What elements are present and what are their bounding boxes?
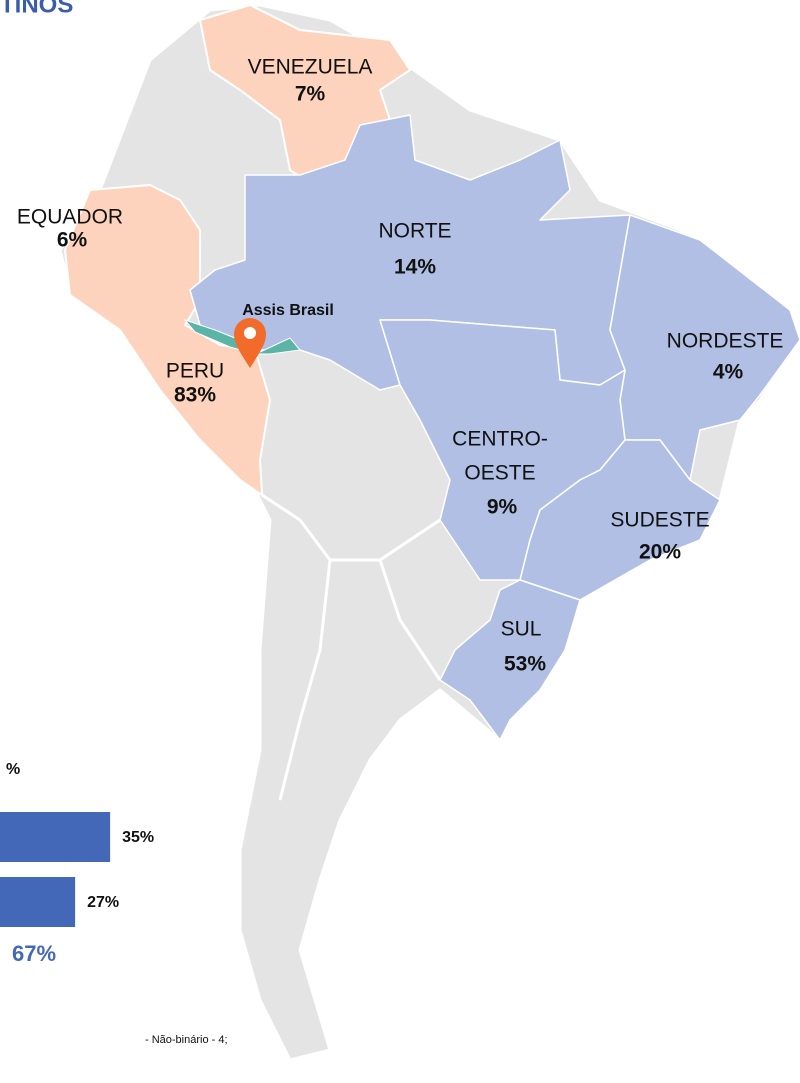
region-value: 7% xyxy=(295,83,326,106)
panel-heading: % xyxy=(6,761,20,778)
region-name: OESTE xyxy=(464,462,535,485)
footnote: - Não-binário - 4; xyxy=(145,1034,228,1046)
region-value: 9% xyxy=(487,496,518,519)
title: TINOS xyxy=(0,0,73,18)
bar-label: 35% xyxy=(122,829,154,846)
region-value: 53% xyxy=(504,653,546,676)
region-name: SUL xyxy=(501,618,542,641)
region-name: PERU xyxy=(166,360,224,383)
region-value: 83% xyxy=(174,384,216,407)
location-label: Assis Brasil xyxy=(242,302,334,319)
sul xyxy=(439,579,581,741)
bar xyxy=(0,812,111,862)
pin-dot xyxy=(244,327,256,339)
region-value: 6% xyxy=(57,229,88,252)
location-pin xyxy=(234,318,266,368)
region-name: VENEZUELA xyxy=(248,56,373,79)
region-name: EQUADOR xyxy=(17,206,123,229)
region-name: CENTRO- xyxy=(452,428,548,451)
bar-label: 27% xyxy=(87,894,119,911)
bars: 35% 27% xyxy=(0,812,154,927)
region-name: SUDESTE xyxy=(610,509,709,532)
region-value: 20% xyxy=(639,541,681,564)
panel-total: 67% xyxy=(12,941,56,966)
bar xyxy=(0,877,76,927)
peru-equador xyxy=(64,184,271,496)
region-name: NORDESTE xyxy=(667,330,784,353)
border xyxy=(261,493,442,801)
region-value: 4% xyxy=(713,361,744,384)
region-value: 14% xyxy=(394,256,436,279)
map xyxy=(58,3,800,1062)
region-name: NORTE xyxy=(378,220,451,243)
